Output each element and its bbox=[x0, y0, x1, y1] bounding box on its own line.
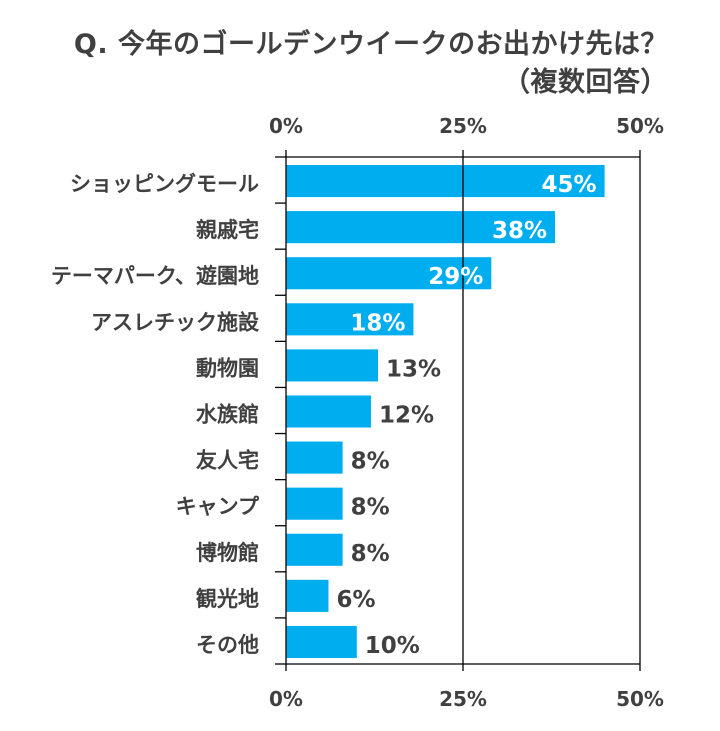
data-label: 6% bbox=[336, 587, 375, 613]
bar bbox=[286, 395, 371, 428]
bar bbox=[286, 165, 605, 198]
bar bbox=[286, 579, 329, 612]
x-tick-label-top: 50% bbox=[616, 114, 664, 138]
data-label: 18% bbox=[350, 310, 405, 336]
x-tick-label-bottom: 50% bbox=[616, 687, 664, 711]
x-tick-label-top: 0% bbox=[269, 114, 303, 138]
category-label: アスレチック施設 bbox=[91, 310, 260, 334]
data-label: 10% bbox=[365, 633, 420, 659]
bar bbox=[286, 257, 492, 290]
data-label: 38% bbox=[492, 218, 547, 244]
x-tick-label-bottom: 25% bbox=[439, 687, 487, 711]
bar bbox=[286, 533, 343, 566]
chart-title: Q. 今年のゴールデンウイークのお出かけ先は？ bbox=[73, 29, 668, 60]
bar bbox=[286, 303, 414, 336]
category-label: 友人宅 bbox=[196, 449, 259, 473]
category-label: キャンプ bbox=[176, 495, 260, 519]
data-label: 8% bbox=[351, 495, 390, 521]
bar bbox=[286, 349, 379, 382]
category-label: その他 bbox=[196, 633, 259, 657]
x-tick-label-bottom: 0% bbox=[269, 687, 303, 711]
data-label: 12% bbox=[379, 403, 434, 429]
bar bbox=[286, 441, 343, 474]
data-label: 8% bbox=[351, 449, 390, 475]
category-label: 動物園 bbox=[196, 356, 259, 380]
category-label: ショッピングモール bbox=[70, 172, 259, 196]
bar bbox=[286, 211, 556, 244]
bar bbox=[286, 625, 357, 658]
data-label: 13% bbox=[386, 356, 441, 382]
category-label: 水族館 bbox=[196, 403, 259, 427]
bar bbox=[286, 487, 343, 520]
category-label: 親戚宅 bbox=[196, 218, 259, 242]
x-tick-label-top: 25% bbox=[439, 114, 487, 138]
chart-subtitle: （複数回答） bbox=[503, 67, 668, 98]
category-label: 博物館 bbox=[196, 541, 259, 565]
data-label: 8% bbox=[351, 541, 390, 567]
category-label: 観光地 bbox=[196, 587, 259, 611]
data-label: 45% bbox=[542, 172, 597, 198]
category-label: テーマパーク、遊園地 bbox=[51, 264, 259, 288]
data-label: 29% bbox=[428, 264, 483, 290]
